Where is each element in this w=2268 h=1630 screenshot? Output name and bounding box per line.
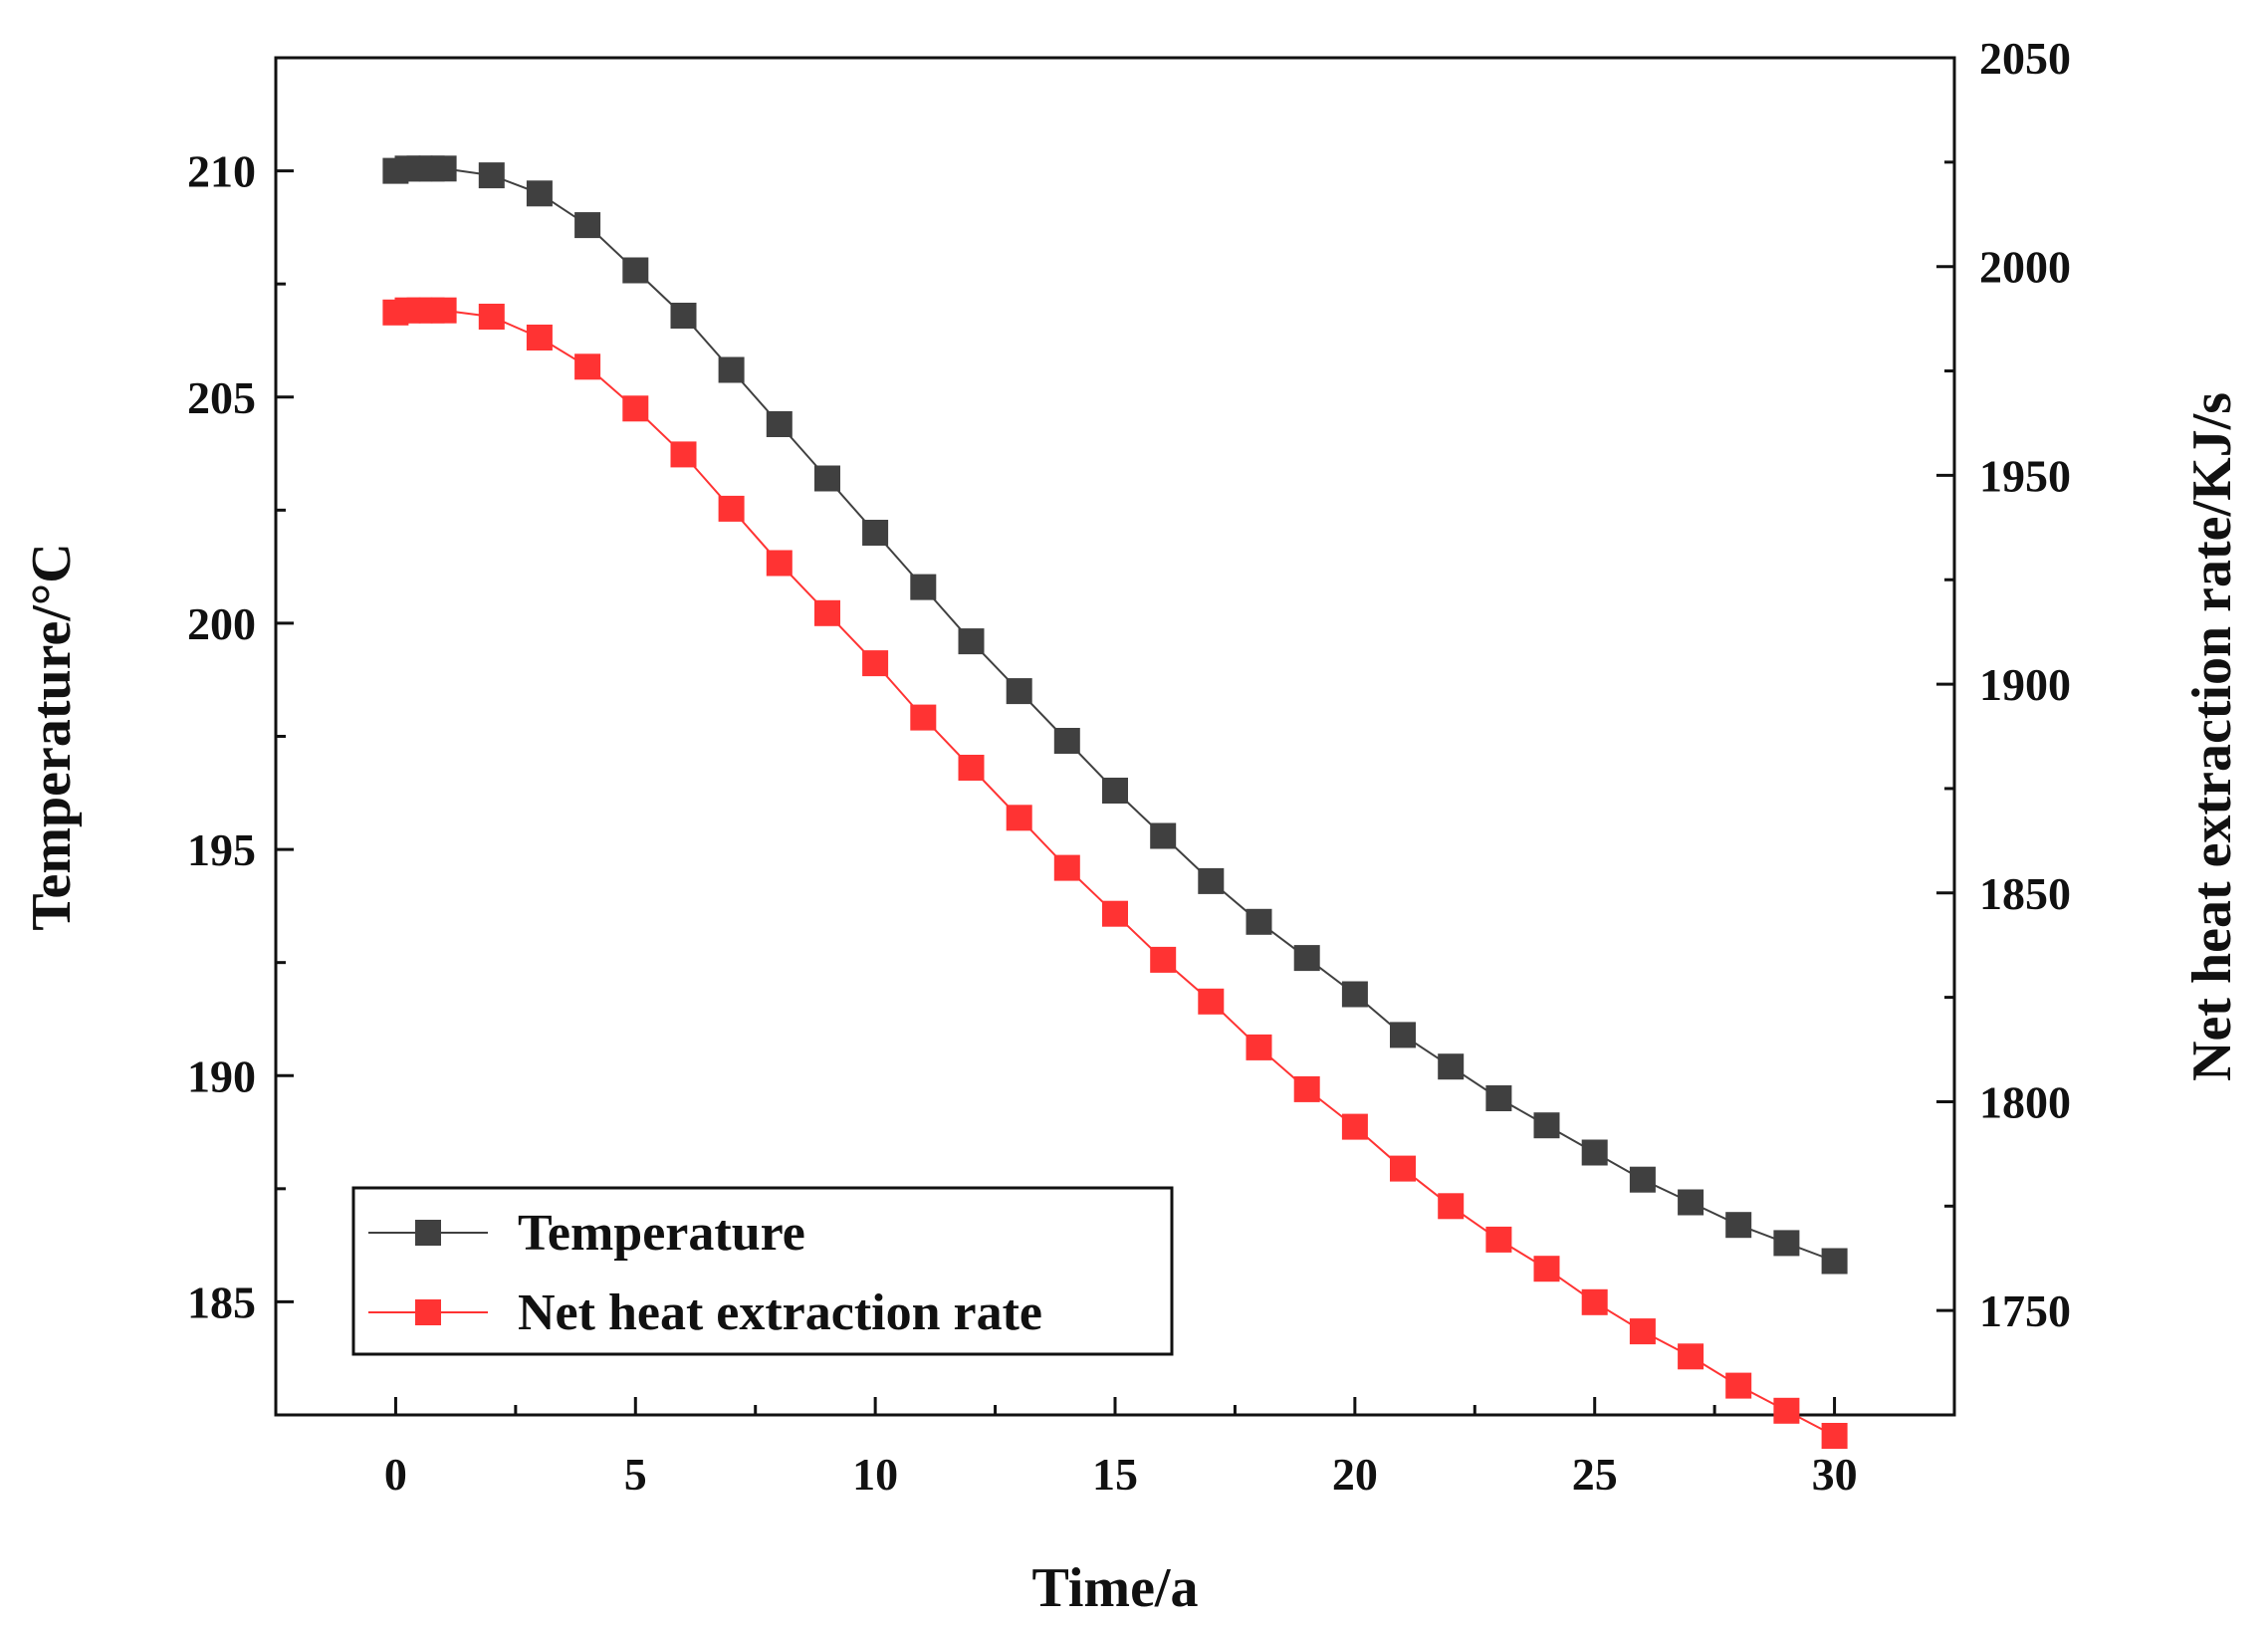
data-point-net-heat-extraction-rate [526, 325, 553, 350]
data-point-net-heat-extraction-rate [430, 297, 457, 324]
data-point-net-heat-extraction-rate [1390, 1155, 1416, 1182]
y-tick-label-right: 1750 [1979, 1285, 2071, 1336]
data-point-net-heat-extraction-rate [1485, 1226, 1512, 1253]
data-point-temperature [1485, 1085, 1512, 1111]
data-point-net-heat-extraction-rate [1678, 1343, 1704, 1370]
data-point-net-heat-extraction-rate [1198, 988, 1225, 1015]
data-point-temperature [430, 155, 457, 182]
data-point-temperature [814, 465, 840, 492]
data-point-temperature [1533, 1112, 1560, 1139]
data-point-net-heat-extraction-rate [814, 599, 840, 626]
data-point-temperature [622, 257, 649, 284]
y-tick-label-right: 1850 [1979, 868, 2071, 919]
data-point-temperature [1341, 981, 1368, 1008]
legend-box [351, 1186, 1174, 1356]
data-point-temperature [1390, 1022, 1416, 1048]
data-point-temperature [718, 356, 745, 383]
data-point-net-heat-extraction-rate [1773, 1397, 1800, 1424]
data-point-net-heat-extraction-rate [1006, 805, 1032, 831]
data-point-temperature [1150, 822, 1177, 849]
data-point-temperature [574, 212, 601, 239]
data-point-temperature [526, 180, 553, 207]
legend: Temperature Net heat extraction rate [351, 1186, 1174, 1356]
data-point-temperature [670, 303, 697, 329]
data-point-net-heat-extraction-rate [622, 395, 649, 422]
data-point-net-heat-extraction-rate [1821, 1423, 1848, 1449]
data-point-temperature [1053, 728, 1080, 754]
data-point-temperature [1006, 678, 1032, 705]
legend-marker-net-heat-extraction-rate [415, 1299, 441, 1325]
data-point-temperature [478, 162, 505, 189]
data-point-temperature [1725, 1212, 1752, 1239]
legend-label-net-heat-extraction-rate: Net heat extraction rate [518, 1284, 1042, 1341]
y-tick-label-right: 1800 [1979, 1076, 2071, 1127]
x-tick-label: 10 [852, 1449, 898, 1500]
data-point-temperature [958, 628, 985, 655]
data-point-temperature [1246, 908, 1272, 935]
data-point-net-heat-extraction-rate [1725, 1372, 1752, 1399]
data-point-net-heat-extraction-rate [1581, 1288, 1608, 1315]
data-point-temperature [1678, 1189, 1704, 1216]
data-point-temperature [1629, 1166, 1656, 1193]
y-tick-label-left: 210 [187, 146, 256, 197]
data-point-net-heat-extraction-rate [718, 495, 745, 522]
y-axis-title-right: Net heat extraction rate/KJ/s [2181, 392, 2243, 1081]
data-point-temperature [910, 574, 937, 600]
x-tick-label: 25 [1572, 1449, 1618, 1500]
data-point-temperature [766, 411, 793, 437]
data-point-net-heat-extraction-rate [1293, 1075, 1320, 1102]
x-tick-label: 0 [384, 1449, 407, 1500]
data-point-net-heat-extraction-rate [1150, 946, 1177, 973]
x-tick-label: 30 [1812, 1449, 1858, 1500]
x-tick-label: 5 [624, 1449, 647, 1500]
data-point-temperature [862, 520, 889, 546]
data-point-net-heat-extraction-rate [910, 704, 937, 731]
data-point-net-heat-extraction-rate [1533, 1256, 1560, 1282]
y-tick-label-left: 195 [187, 824, 256, 875]
y-tick-label-right: 1900 [1979, 659, 2071, 710]
data-point-net-heat-extraction-rate [1629, 1318, 1656, 1345]
data-point-net-heat-extraction-rate [1341, 1113, 1368, 1140]
data-point-net-heat-extraction-rate [478, 304, 505, 330]
data-point-temperature [1773, 1230, 1800, 1257]
data-point-net-heat-extraction-rate [1053, 854, 1080, 881]
data-point-net-heat-extraction-rate [670, 441, 697, 468]
data-point-temperature [1438, 1053, 1465, 1080]
series-line-temperature [395, 167, 1835, 1263]
data-point-net-heat-extraction-rate [1438, 1193, 1465, 1220]
x-axis-title: Time/a [1032, 1557, 1199, 1619]
data-point-net-heat-extraction-rate [766, 550, 793, 577]
y-tick-label-left: 205 [187, 372, 256, 423]
y-tick-label-right: 2050 [1979, 33, 2071, 84]
y-tick-label-left: 200 [187, 598, 256, 649]
y-tick-label-left: 185 [187, 1277, 256, 1327]
data-point-temperature [1821, 1248, 1848, 1275]
y-tick-label-right: 1950 [1979, 450, 2071, 501]
data-point-net-heat-extraction-rate [1102, 900, 1128, 927]
legend-label-temperature: Temperature [518, 1205, 805, 1262]
data-point-temperature [1581, 1139, 1608, 1166]
data-point-temperature [1102, 778, 1128, 804]
data-point-temperature [1293, 945, 1320, 972]
data-point-net-heat-extraction-rate [958, 755, 985, 781]
series-line-net-heat-extraction-rate [395, 309, 1836, 1437]
series-layer [382, 155, 1848, 1449]
data-point-net-heat-extraction-rate [1246, 1034, 1272, 1060]
legend-marker-temperature [415, 1220, 441, 1246]
y-tick-label-left: 190 [187, 1050, 256, 1101]
data-point-net-heat-extraction-rate [574, 353, 601, 380]
x-tick-label: 20 [1332, 1449, 1378, 1500]
y-axis-title-left: Temperature/°C [21, 543, 83, 930]
y-tick-label-right: 2000 [1979, 242, 2071, 293]
data-point-temperature [1198, 867, 1225, 894]
axes-layer: 0 5 10 15 20 25 30 185 190 195 200 205 210 1750 1800 18… [187, 33, 2071, 1500]
data-point-net-heat-extraction-rate [862, 650, 889, 677]
x-tick-label: 15 [1092, 1449, 1138, 1500]
